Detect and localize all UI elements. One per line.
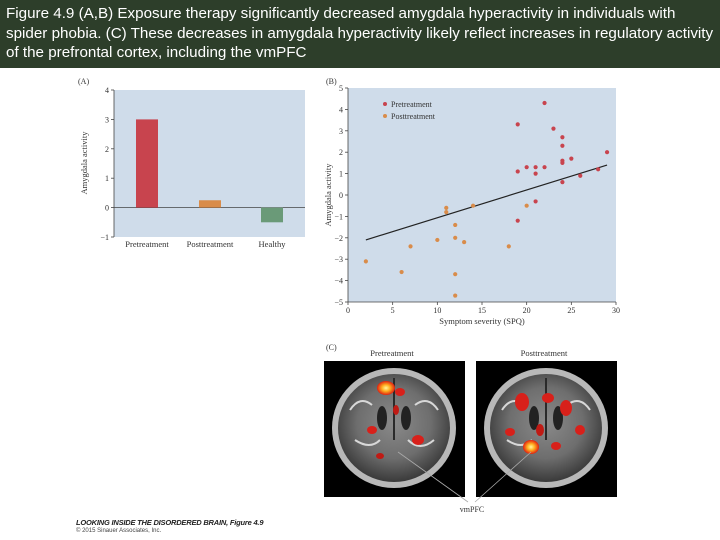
y-tick-label-4: 4 [105, 86, 109, 95]
posttreatment-point-3 [444, 210, 449, 215]
pretreatment-point-9 [524, 165, 529, 170]
legend-posttreatment-marker [383, 114, 387, 118]
panel-b-plot-area [348, 88, 616, 302]
b-y-tick-label-5: 5 [339, 84, 343, 93]
pretreatment-point-2 [551, 126, 556, 131]
x-tick-label-pretreatment: Pretreatment [125, 239, 169, 249]
y-tick-label--1: −1 [100, 233, 109, 242]
x-tick-label-posttreatment: Posttreatment [187, 239, 234, 249]
pretreatment-point-0 [542, 100, 547, 106]
panel-b-scatter-plot: (B) −5 −4 −3 −2 −1 0 1 2 3 4 5 0 5 10 15 20 25 30 Pretrea… [323, 77, 620, 326]
panel-b-label: (B) [326, 77, 337, 86]
b-x-tick-label-5: 5 [391, 306, 395, 315]
pretreatment-point-12 [515, 169, 520, 174]
bar-healthy [261, 207, 283, 223]
posttreatment-point-8 [506, 244, 511, 249]
b-y-tick-label--4: −4 [334, 277, 343, 286]
b-y-tick-label--5: −5 [334, 298, 343, 307]
pretreatment-point-8 [560, 160, 565, 165]
scatter-legend: Pretreatment Posttreatment [383, 100, 436, 121]
vmpfc-pointer-right [474, 451, 532, 503]
posttreatment-point-1 [470, 203, 476, 208]
b-y-tick-label--3: −3 [334, 255, 343, 264]
caption-bar: Figure 4.9 (A,B) Exposure therapy signif… [0, 0, 720, 68]
posttreatment-point-6 [453, 235, 458, 240]
posttreatment-point-2 [444, 205, 449, 210]
posttreatment-point-11 [399, 269, 404, 275]
b-x-tick-label-15: 15 [478, 306, 486, 315]
b-y-tick-label-3: 3 [339, 127, 343, 136]
pretreatment-point-11 [542, 165, 547, 170]
y-tick-label-0: 0 [105, 204, 109, 213]
posttreatment-point-7 [462, 239, 467, 245]
pretreatment-point-18 [515, 218, 520, 223]
b-y-tick-label--1: −1 [334, 212, 343, 221]
b-y-tick-label--2: −2 [334, 234, 343, 243]
b-x-tick-label-20: 20 [523, 306, 531, 315]
posttreatment-brain-scan [476, 361, 617, 497]
b-x-tick-label-10: 10 [433, 306, 441, 315]
panel-c-label: (C) [326, 343, 337, 352]
pretreatment-point-5 [604, 150, 610, 155]
b-y-tick-label-1: 1 [339, 170, 343, 179]
y-tick-label-1: 1 [105, 174, 109, 183]
posttreatment-point-4 [453, 222, 458, 228]
pretreatment-point-4 [560, 143, 565, 148]
b-x-tick-label-25: 25 [567, 306, 575, 315]
b-x-tick-label-0: 0 [346, 306, 350, 315]
posttreatment-point-12 [453, 272, 458, 277]
legend-pretreatment-label: Pretreatment [391, 100, 433, 109]
trend-line [365, 164, 608, 241]
y-tick-label-3: 3 [105, 115, 109, 124]
figure-footer: LOOKING INSIDE THE DISORDERED BRAIN, Fig… [76, 518, 263, 534]
bar-pretreatment [136, 119, 158, 208]
footer-title: LOOKING INSIDE THE DISORDERED BRAIN, Fig… [76, 518, 264, 527]
posttreatment-point-0 [524, 203, 529, 208]
panel-a-label: (A) [78, 77, 89, 86]
x-tick-label-healthy: Healthy [259, 239, 287, 249]
panel-b-y-axis-label: Amygdala activity [323, 163, 333, 227]
footer-copyright: © 2015 Sinauer Associates, Inc. [76, 528, 162, 534]
y-tick-label-2: 2 [105, 145, 109, 154]
panel-a-bar-chart: (A) Pretreatment Posttreatment Healthy −1 0 1… [78, 77, 305, 249]
pretreatment-point-7 [569, 156, 574, 161]
b-y-tick-label-2: 2 [339, 148, 343, 157]
b-y-tick-label-4: 4 [339, 105, 343, 114]
legend-pretreatment-marker [383, 102, 387, 106]
bar-posttreatment [199, 200, 221, 208]
pretreatment-brain-scan [324, 361, 465, 497]
b-x-tick-label-30: 30 [612, 306, 620, 315]
panel-b-x-axis-label: Symptom severity (SPQ) [439, 316, 525, 326]
pretreatment-point-17 [533, 199, 538, 204]
panel-c-brain-scans: (C) Pretreatment Posttreatment [324, 343, 617, 514]
vmpfc-pointer-left [397, 451, 469, 503]
pretreatment-point-10 [533, 165, 538, 170]
pretreatment-point-1 [515, 122, 520, 127]
pretreatment-point-15 [533, 171, 538, 176]
posttreatment-point-10 [363, 259, 368, 264]
posttreatment-scan-title: Posttreatment [521, 348, 568, 358]
legend-posttreatment-label: Posttreatment [391, 112, 436, 121]
figure-caption: Figure 4.9 (A,B) Exposure therapy signif… [6, 5, 714, 61]
vmpfc-annotation: vmPFC [460, 505, 484, 514]
panel-a-y-axis-label: Amygdala activity [79, 131, 89, 195]
b-y-tick-label-0: 0 [339, 191, 343, 200]
posttreatment-point-5 [435, 237, 440, 243]
pretreatment-point-13 [578, 173, 583, 178]
pretreatment-point-3 [560, 135, 565, 140]
pretreatment-scan-title: Pretreatment [370, 348, 414, 358]
pretreatment-point-14 [596, 167, 601, 172]
pretreatment-point-16 [560, 180, 565, 185]
posttreatment-point-13 [453, 293, 458, 298]
posttreatment-point-9 [408, 244, 413, 249]
